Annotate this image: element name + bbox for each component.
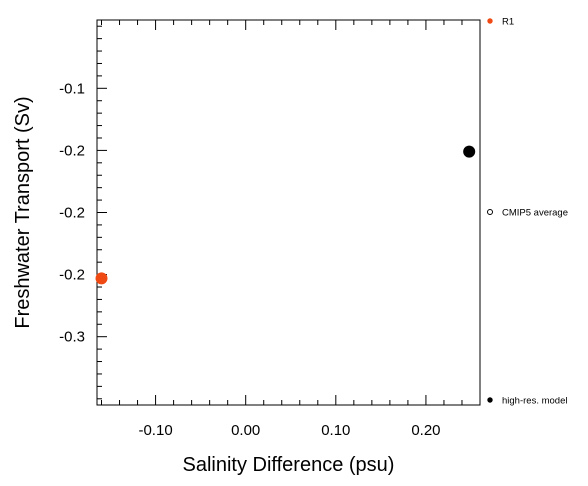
legend-marker	[487, 209, 493, 215]
data-point	[463, 145, 476, 158]
y-tick-label: -0.2	[59, 142, 85, 159]
x-axis-title: Salinity Difference (psu)	[183, 454, 395, 476]
legend-label: high-res. model	[502, 396, 567, 407]
data-point	[95, 272, 108, 285]
x-tick-label: -0.10	[138, 422, 172, 439]
y-tick-label: -0.3	[59, 329, 85, 346]
y-axis-title: Freshwater Transport (Sv)	[12, 96, 34, 328]
y-axis-tick-labels: -0.1 -0.2 -0.2 -0.2 -0.3	[59, 80, 85, 345]
y-tick-label: -0.1	[59, 80, 85, 97]
legend-label: CMIP5 average	[502, 208, 568, 219]
y-axis-ticks	[97, 25, 107, 400]
y-tick-label: -0.2	[59, 267, 85, 284]
legend: R1 CMIP5 average high-res. model	[487, 17, 568, 407]
x-axis-tick-labels: -0.10 0.00 0.10 0.20	[138, 422, 440, 439]
plot-frame	[96, 19, 481, 406]
y-tick-label: -0.2	[59, 205, 85, 222]
legend-marker	[487, 18, 493, 24]
x-axis-ticks	[101, 20, 481, 405]
legend-label: R1	[502, 17, 514, 28]
legend-marker	[487, 397, 493, 403]
x-tick-label: 0.10	[321, 422, 350, 439]
x-tick-label: 0.20	[411, 422, 440, 439]
data-points	[95, 145, 476, 285]
x-tick-label: 0.00	[231, 422, 260, 439]
